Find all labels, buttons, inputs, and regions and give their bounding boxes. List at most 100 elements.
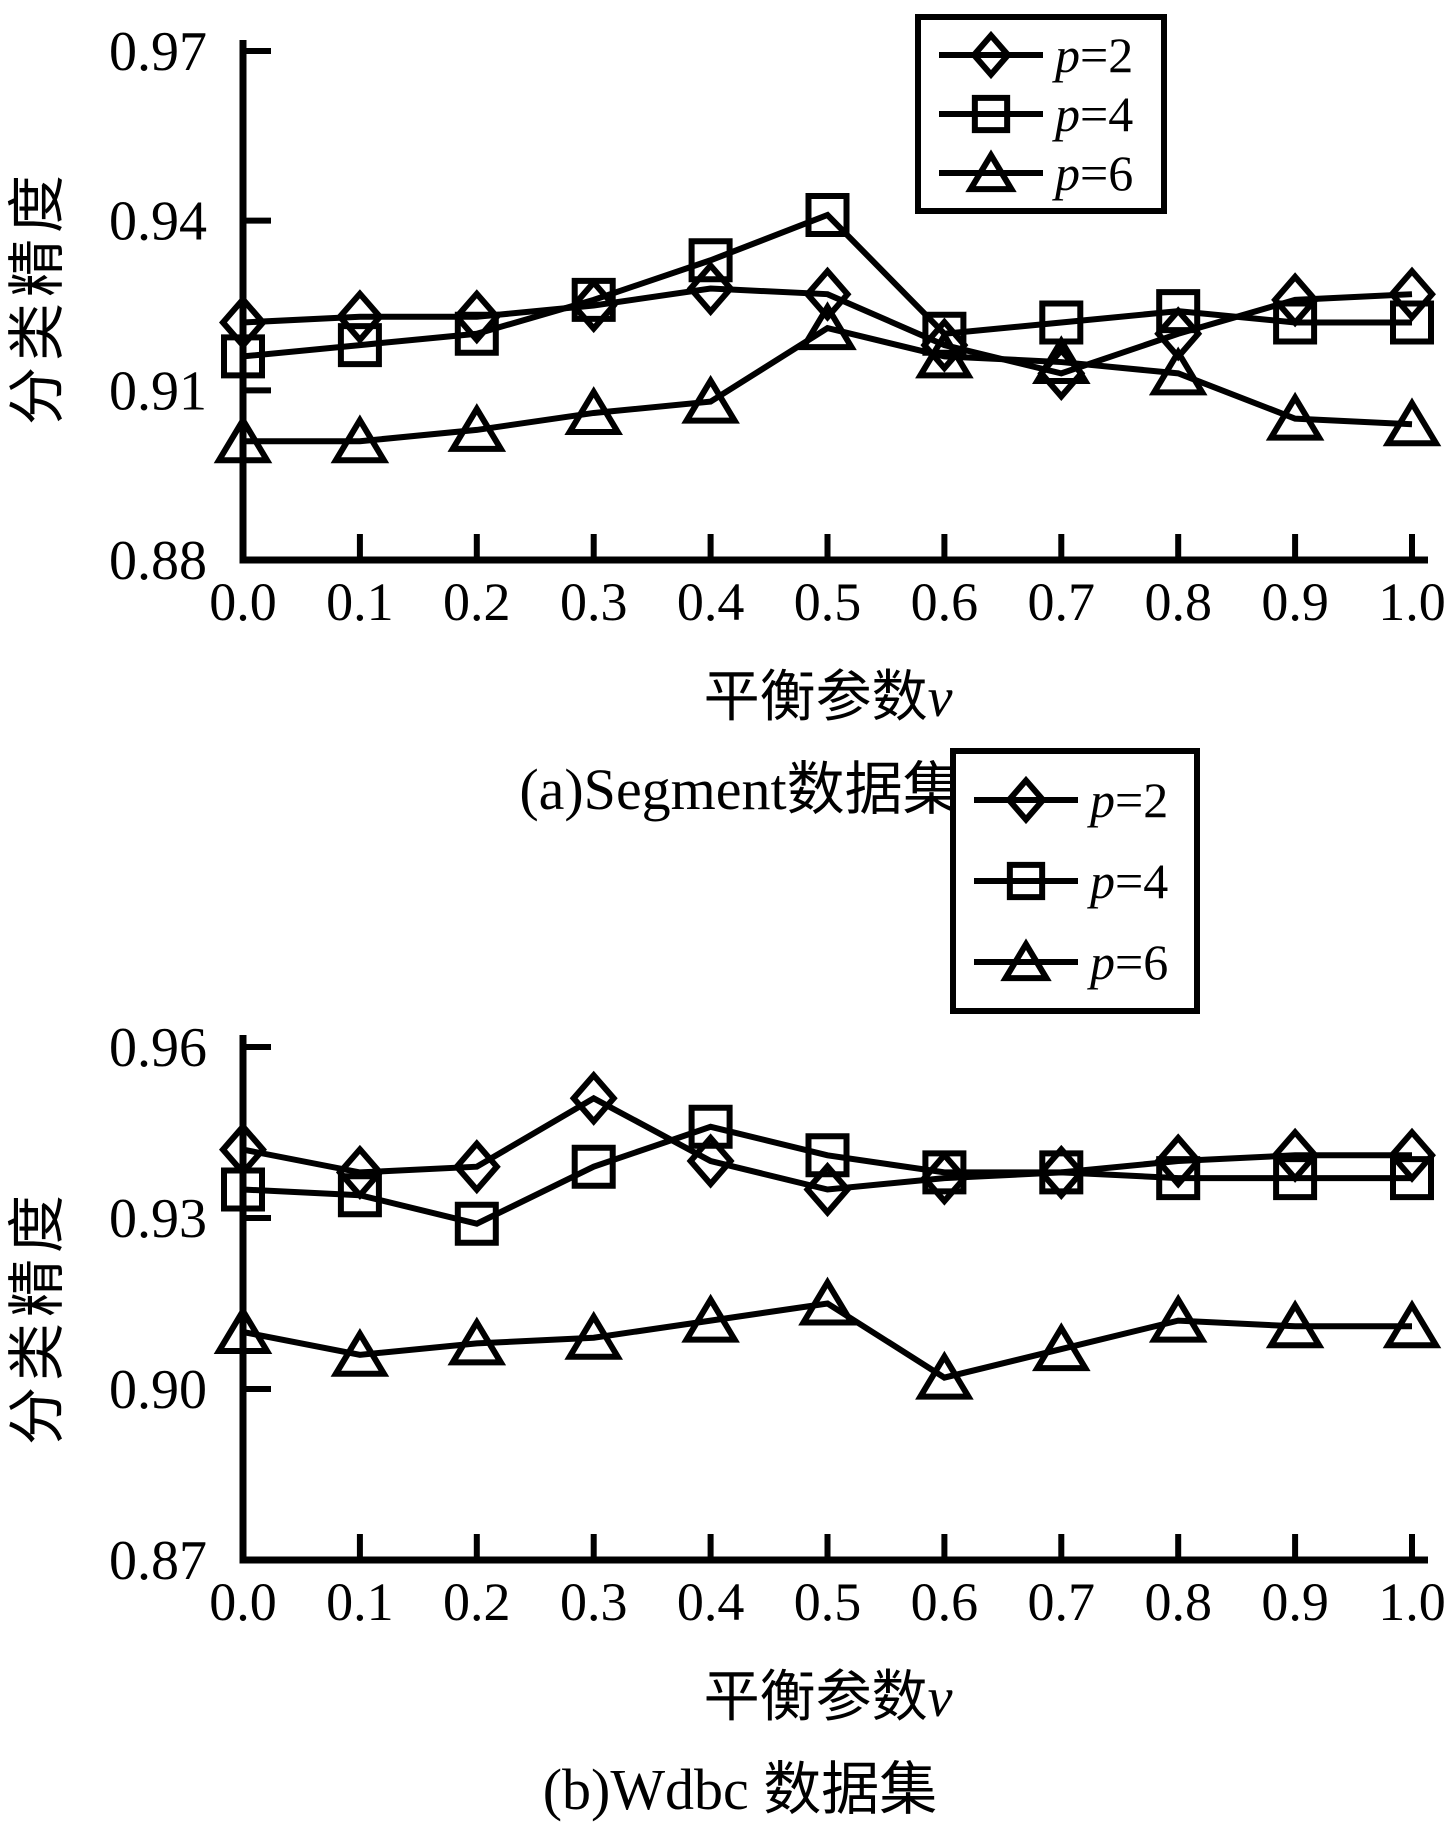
chart-b-legend-item-p4: p=4 <box>970 855 1180 907</box>
x-tick-label: 0.5 <box>794 1572 862 1632</box>
chart-a-legend-item-p2: p=2 <box>935 29 1147 81</box>
marker-triangle-p6-3 <box>564 1310 623 1360</box>
chart-b-caption: (b)Wdbc 数据集 <box>542 1757 938 1822</box>
marker-square-p4-8 <box>1156 1156 1201 1201</box>
x-tick-label: 0.4 <box>677 1572 745 1632</box>
marker-triangle-p6-0 <box>213 1305 273 1354</box>
series-line-p2 <box>242 1094 1412 1193</box>
chart-a-caption: (a)Segment数据集 <box>519 757 961 822</box>
legend-label-value: =6 <box>1115 933 1169 990</box>
diamond-glyph <box>1005 776 1047 825</box>
chart-b-legend-label-p2: p=2 <box>1090 775 1168 825</box>
marker-square-p4-3 <box>571 1144 616 1189</box>
triangle-marker-icon <box>974 937 1078 981</box>
marker-square-p4-10 <box>1390 1156 1434 1201</box>
marker-diamond-p2-8 <box>1154 1133 1203 1189</box>
diamond-marker-icon <box>974 776 1078 825</box>
x-tick-label: 0.5 <box>794 572 862 632</box>
x-tick-label: 0.0 <box>209 1572 277 1632</box>
marker-triangle-p6-6 <box>915 329 974 379</box>
square-glyph <box>1006 861 1046 901</box>
chart-a-legend: p=2 p=4 p=6 <box>915 14 1167 214</box>
series-line-p2 <box>242 285 1413 377</box>
legend-label-var: p <box>1055 85 1080 142</box>
legend-label-value: =2 <box>1080 27 1134 84</box>
marker-square-p4-1 <box>337 323 382 368</box>
y-tick-label: 0.97 <box>109 21 207 83</box>
triangle-glyph <box>965 148 1017 192</box>
marker-triangle-p6-9 <box>1265 391 1325 441</box>
marker-square-p4-6 <box>922 311 967 356</box>
marker-triangle-p6-3 <box>564 386 623 435</box>
x-tick-label: 0.7 <box>1028 1572 1096 1632</box>
chart-b-legend-item-p2: p=2 <box>970 774 1180 826</box>
marker-triangle-p6-5 <box>798 301 857 351</box>
marker-square-p4-4 <box>688 238 733 283</box>
x-tick-label: 0.4 <box>677 572 745 632</box>
marker-square-p4-1 <box>337 1173 382 1218</box>
marker-diamond-p2-0 <box>219 294 267 351</box>
marker-diamond-p2-2 <box>452 289 501 345</box>
square-glyph <box>971 94 1011 134</box>
y-tick-label: 0.96 <box>109 1020 207 1079</box>
series-line-p6 <box>243 324 1413 445</box>
x-tick-label: 0.8 <box>1144 572 1212 632</box>
square-marker-icon <box>939 94 1043 134</box>
marker-triangle-p6-7 <box>1032 335 1091 385</box>
marker-square-p4-0 <box>221 334 265 379</box>
marker-triangle-p6-8 <box>1148 346 1208 396</box>
series-line-p4 <box>242 1123 1412 1227</box>
marker-diamond-p2-3 <box>569 1070 618 1126</box>
x-tick-label: 0.6 <box>911 1572 979 1632</box>
x-tick-label: 0.2 <box>443 1572 511 1632</box>
marker-square-p4-6 <box>922 1150 967 1195</box>
chart-a-legend-label-p2: p=2 <box>1055 30 1133 80</box>
marker-square-p4-5 <box>805 1133 850 1178</box>
y-tick-label: 0.91 <box>109 360 207 422</box>
marker-diamond-p2-4 <box>686 1133 735 1189</box>
x-tick-label: 0.1 <box>326 1572 394 1632</box>
marker-square-p4-7 <box>1039 300 1084 345</box>
diamond-marker-icon <box>939 31 1043 80</box>
marker-diamond-p2-7 <box>1037 1144 1086 1200</box>
marker-triangle-p6-2 <box>447 1316 507 1366</box>
x-tick-label: 0.9 <box>1261 572 1329 632</box>
marker-square-p4-3 <box>571 277 616 322</box>
x-tick-label: 0.1 <box>326 572 394 632</box>
x-tick-label: 0.7 <box>1028 572 1096 632</box>
triangle-marker-icon <box>939 148 1043 192</box>
chart-a-legend-label-p4: p=4 <box>1055 89 1133 139</box>
x-tick-label: 0.3 <box>560 572 628 632</box>
x-tick-label: 1.0 <box>1378 572 1445 632</box>
marker-triangle-p6-4 <box>681 374 740 424</box>
marker-diamond-p2-5 <box>803 1161 852 1218</box>
marker-diamond-p2-6 <box>920 317 969 373</box>
marker-triangle-p6-1 <box>330 414 390 464</box>
chart-b-plot-area: 0.0 0.1 0.2 0.3 0.4 0.5 0.6 0.7 0.8 0.9 1.0 0.87 0.9… <box>109 1020 1445 1632</box>
chart-a-x-axis-label-text: 平衡参数 <box>703 667 928 729</box>
legend-label-var: p <box>1090 933 1115 990</box>
chart-b-legend-item-p6: p=6 <box>970 936 1180 988</box>
marker-diamond-p2-10 <box>1388 266 1436 322</box>
diamond-glyph <box>970 31 1012 80</box>
chart-a-x-axis-label: 平衡参数v <box>243 652 1413 733</box>
y-tick-label: 0.93 <box>109 1188 207 1250</box>
chart-a-x-axis-label-variable: v <box>927 667 953 729</box>
legend-label-var: p <box>1055 144 1080 201</box>
marker-square-p4-7 <box>1039 1150 1084 1195</box>
triangle-glyph <box>1000 937 1052 981</box>
marker-triangle-p6-1 <box>330 1327 390 1377</box>
chart-b-x-axis-label: 平衡参数v <box>243 1652 1413 1733</box>
chart-b-legend: p=2 p=4 p=6 <box>950 748 1200 1014</box>
marker-square-p4-4 <box>688 1104 733 1149</box>
marker-triangle-p6-8 <box>1148 1293 1208 1343</box>
chart-b-legend-label-p4: p=4 <box>1090 856 1168 906</box>
marker-square-p4-8 <box>1156 289 1201 334</box>
marker-triangle-p6-9 <box>1265 1299 1325 1349</box>
chart-a-y-axis-label: 分类精度 <box>5 169 70 426</box>
marker-triangle-p6-2 <box>447 403 507 452</box>
series-line-p4 <box>242 211 1412 360</box>
marker-square-p4-2 <box>454 311 499 356</box>
legend-label-value: =4 <box>1115 852 1169 909</box>
marker-triangle-p6-5 <box>798 1276 857 1326</box>
